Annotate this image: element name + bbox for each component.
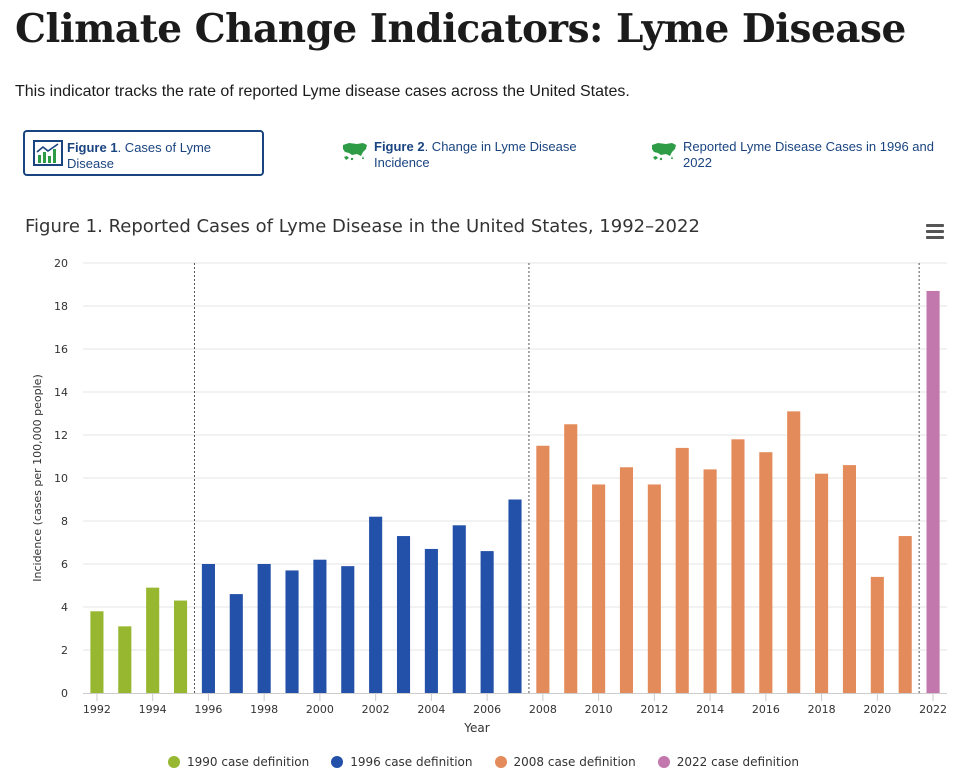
y-tick-label: 18 [54, 300, 68, 313]
tab-label-bold: Figure 2 [374, 139, 425, 154]
legend-item[interactable]: 2008 case definition [494, 755, 636, 769]
x-tick-label: 2012 [640, 703, 668, 716]
y-tick-label: 12 [54, 429, 68, 442]
hamburger-menu-icon[interactable] [926, 224, 944, 240]
bar [675, 447, 689, 693]
bar [926, 290, 940, 693]
x-tick-label: 2008 [529, 703, 557, 716]
y-tick-label: 16 [54, 343, 68, 356]
bar [536, 445, 550, 693]
x-tick-label: 2020 [863, 703, 891, 716]
bar [173, 600, 188, 693]
x-tick-label: 2000 [306, 703, 334, 716]
bar [201, 564, 215, 693]
y-tick-label: 8 [61, 515, 68, 528]
legend-item[interactable]: 1990 case definition [168, 755, 309, 769]
x-tick-label: 2004 [417, 703, 445, 716]
bar [146, 587, 160, 693]
bar [396, 536, 411, 693]
bar [452, 525, 466, 693]
x-tick-label: 2006 [473, 703, 501, 716]
legend-marker [168, 756, 180, 768]
bar [703, 469, 717, 693]
x-tick-label: 2018 [808, 703, 836, 716]
us-map-icon [652, 143, 676, 161]
bar [647, 484, 661, 693]
us-map-icon [343, 143, 367, 161]
bar [842, 465, 857, 693]
bar [815, 473, 829, 693]
bar [90, 611, 104, 693]
bar [229, 594, 243, 693]
x-tick-label: 2016 [752, 703, 780, 716]
bar-chart: 0 2 4 6 8 10 12 14 16 18 20 1992 1994 1996 1998 2000 200… [31, 257, 947, 735]
y-tick-label: 2 [61, 644, 68, 657]
x-tick-label: 2014 [696, 703, 724, 716]
x-tick-label: 1996 [194, 703, 222, 716]
x-tick-label: 1998 [250, 703, 278, 716]
x-tick-label: 2022 [919, 703, 947, 716]
legend-label: 1990 case definition [187, 755, 310, 769]
legend-marker [331, 756, 344, 768]
legend-item[interactable]: 1996 case definition [331, 755, 473, 769]
page-title: Climate Change Indicators: Lyme Disease [15, 6, 906, 52]
x-axis-label: Year [463, 721, 489, 735]
tab-label: Reported Lyme Disease Cases in 1996 and … [683, 139, 934, 170]
bar [759, 452, 773, 693]
tab-label-text: . Cases of Lyme Disease [67, 140, 212, 171]
bar [369, 516, 383, 693]
tab-label-bold: Figure 1 [67, 140, 118, 155]
legend-item[interactable]: 2022 case definition [657, 755, 799, 769]
tab-label: Figure 1. Cases of Lyme Disease [67, 140, 254, 172]
chart-title: Figure 1. Reported Cases of Lyme Disease… [25, 216, 700, 237]
x-tick-label: 2010 [585, 703, 613, 716]
x-tick-label: 1992 [83, 703, 111, 716]
bar [592, 484, 606, 693]
bar [341, 566, 355, 693]
y-tick-label: 20 [54, 257, 68, 270]
y-tick-label: 6 [61, 558, 68, 571]
bar [118, 626, 132, 693]
tab-figure-1[interactable]: Figure 1. Cases of Lyme Disease [23, 130, 264, 176]
y-axis-label: Incidence (cases per 100,000 people) [31, 374, 44, 582]
bar [731, 439, 745, 693]
bar [564, 424, 578, 693]
bar [508, 499, 522, 693]
legend-marker [657, 756, 670, 768]
intro-text: This indicator tracks the rate of report… [15, 83, 630, 100]
bar [313, 559, 327, 693]
bar [619, 467, 634, 693]
bar-chart-icon [33, 140, 63, 166]
y-tick-label: 0 [61, 687, 68, 700]
legend: 1990 case definition 1996 case definition… [0, 755, 967, 769]
bar [898, 536, 912, 693]
bar [870, 576, 884, 693]
y-tick-label: 4 [61, 601, 68, 614]
legend-label: 2008 case definition [513, 755, 636, 769]
bar [787, 411, 801, 693]
bar [424, 548, 438, 693]
bar [257, 564, 271, 693]
y-tick-label: 10 [54, 472, 68, 485]
x-tick-label: 1994 [139, 703, 167, 716]
bar [285, 570, 299, 693]
x-tick-label: 2002 [362, 703, 390, 716]
legend-label: 1996 case definition [350, 755, 473, 769]
tab-reported-cases[interactable]: Reported Lyme Disease Cases in 1996 and … [650, 139, 950, 171]
tab-figure-2[interactable]: Figure 2. Change in Lyme Disease Inciden… [341, 139, 601, 171]
legend-label: 2022 case definition [676, 755, 799, 769]
bar [480, 551, 494, 693]
tab-label-text: . Change in Lyme Disease Incidence [374, 139, 577, 170]
y-tick-label: 14 [54, 386, 68, 399]
legend-marker [494, 756, 507, 768]
tab-label: Figure 2. Change in Lyme Disease Inciden… [374, 139, 601, 171]
